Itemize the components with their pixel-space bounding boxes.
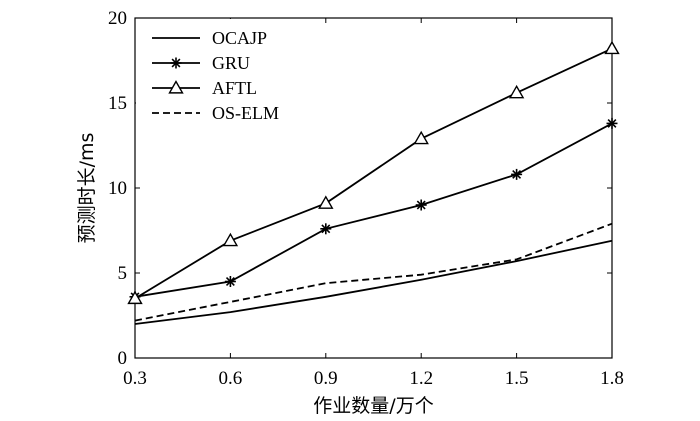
data-point-gru (224, 276, 236, 287)
series-line-aftl (134, 47, 613, 300)
data-point-gru (320, 223, 332, 235)
y-tick-labels: 0 5 10 15 20 (108, 8, 127, 369)
data-point-gru (415, 199, 427, 211)
y-tick-label: 20 (108, 8, 127, 29)
series-layer (127, 40, 620, 325)
data-point-aftl (127, 290, 143, 305)
legend-label-os-elm: OS-ELM (212, 103, 279, 123)
series-line-os-elm (134, 222, 613, 322)
x-tick-label: 0.3 (123, 368, 147, 389)
series-line-gru (134, 122, 613, 298)
y-tick-label: 15 (108, 93, 127, 114)
data-point-aftl (604, 40, 620, 55)
y-tick-label: 10 (108, 178, 127, 199)
data-point-aftl (222, 232, 239, 247)
legend: OCAJP GRU AFTL OS-ELM (136, 19, 286, 129)
x-tick-label: 0.6 (219, 368, 243, 389)
x-axis-label: 作业数量/万个 (313, 395, 433, 417)
x-tick-label: 1.8 (600, 368, 624, 389)
legend-marker-aftl (168, 80, 184, 94)
y-axis-label: 预测时长/ms (76, 133, 98, 244)
x-tick-label: 0.9 (314, 368, 338, 389)
y-tick-label: 5 (118, 263, 128, 284)
legend-label-gru: GRU (212, 53, 250, 73)
legend-label-ocajp: OCAJP (212, 28, 267, 48)
x-tick-label: 1.2 (409, 368, 433, 389)
data-point-aftl (508, 84, 525, 99)
data-point-aftl (318, 195, 334, 209)
series-line-ocajp (134, 239, 613, 325)
y-tick-label: 0 (118, 348, 128, 369)
data-point-aftl (413, 130, 429, 145)
legend-marker-gru (170, 57, 182, 69)
data-point-gru (511, 168, 523, 180)
data-point-gru (606, 117, 618, 129)
legend-label-aftl: AFTL (212, 78, 257, 98)
x-tick-label: 1.5 (505, 368, 529, 389)
x-tick-labels: 0.3 0.6 0.9 1.2 1.5 1.8 (123, 368, 624, 389)
